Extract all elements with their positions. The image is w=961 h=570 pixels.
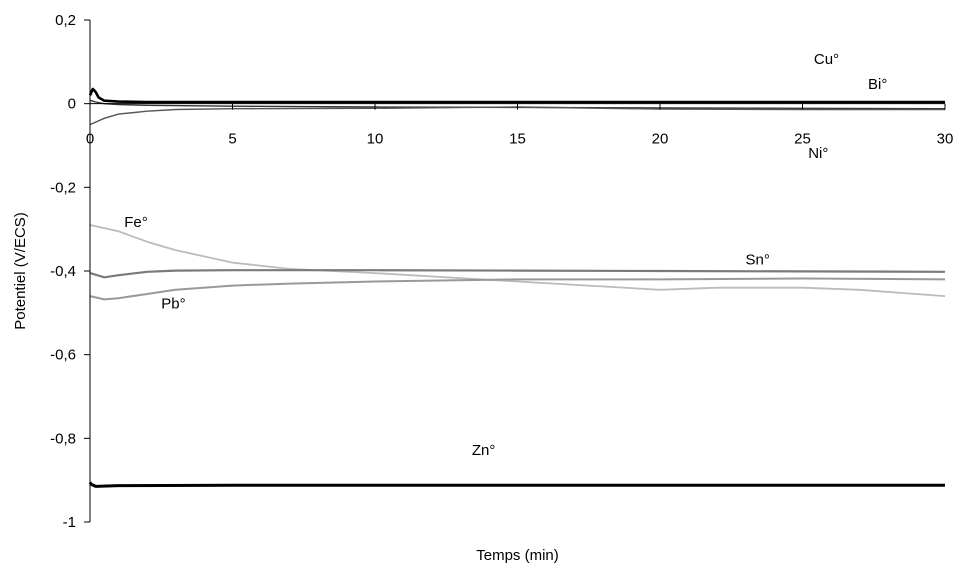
x-axis-title: Temps (min) [476,547,559,564]
series-label-cu: Cu° [814,51,839,68]
series-line-zn [88,481,945,488]
y-axis-ticks: 0,2 0 -0,2 -0,4 -0,6 -0,8 -1 [50,12,90,531]
series-label-fe: Fe° [124,214,148,231]
x-tick-label: 20 [652,131,669,148]
series-label-zn: Zn° [472,442,496,459]
series-label-sn: Sn° [746,252,770,269]
y-tick-label: -0,6 [50,347,76,364]
x-tick-label: 10 [367,131,384,148]
series-annotations: Cu° Bi° Ni° Fe° Sn° Pb° Zn° [124,51,887,459]
y-tick-label: -1 [63,514,76,531]
x-axis-ticks: 0 5 10 15 20 25 30 [86,103,954,148]
series-layer [88,87,946,488]
x-tick-label: 0 [86,131,94,148]
x-tick-label: 5 [228,131,236,148]
y-tick-label: -0,8 [50,430,76,447]
y-tick-label: 0 [68,96,76,113]
y-tick-label: 0,2 [55,12,76,29]
x-tick-label: 15 [509,131,526,148]
series-label-pb: Pb° [161,296,185,313]
series-line-fe [89,224,946,297]
series-line-cu [88,87,945,104]
y-tick-label: -0,4 [50,263,76,280]
series-line-pb [89,277,946,301]
x-tick-label: 25 [794,131,811,148]
y-tick-label: -0,2 [50,179,76,196]
y-axis-title: Potentiel (V/ECS) [12,212,29,330]
series-label-ni: Ni° [808,145,828,162]
series-label-bi: Bi° [868,76,887,93]
series-line-sn [89,269,946,279]
x-tick-label: 30 [937,131,954,148]
